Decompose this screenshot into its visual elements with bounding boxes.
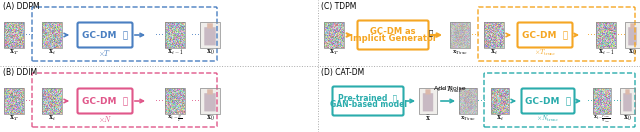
Text: ···: ··· xyxy=(477,96,486,106)
Text: (C) TDPM: (C) TDPM xyxy=(321,2,356,11)
Bar xyxy=(625,22,639,48)
Text: $\bar{\mathbf{x}}$: $\bar{\mathbf{x}}$ xyxy=(425,114,431,123)
Text: $\mathbf{x}_{t-\frac{N}{T}}$: $\mathbf{x}_{t-\frac{N}{T}}$ xyxy=(167,114,183,125)
Text: ···: ··· xyxy=(191,30,200,40)
Bar xyxy=(593,88,611,114)
Text: $\mathbf{x}_0$: $\mathbf{x}_0$ xyxy=(205,48,214,57)
Text: $\mathbf{x}_t$: $\mathbf{x}_t$ xyxy=(48,48,56,57)
Text: $\mathbf{x}_{T_\mathrm{trunc}}$: $\mathbf{x}_{T_\mathrm{trunc}}$ xyxy=(460,114,476,123)
Bar xyxy=(4,22,24,48)
Bar xyxy=(459,88,477,114)
Text: $\mathbf{x}_T$: $\mathbf{x}_T$ xyxy=(9,48,19,57)
Text: $\times N_\mathrm{trunc}$: $\times N_\mathrm{trunc}$ xyxy=(536,114,559,124)
Bar xyxy=(491,88,509,114)
Text: Pre-trained  🔒: Pre-trained 🔒 xyxy=(339,93,397,102)
Text: $\mathbf{x}_{t-\frac{T_\mathrm{trunc}}{N_\mathrm{trunc}}}$: $\mathbf{x}_{t-\frac{T_\mathrm{trunc}}{N… xyxy=(593,114,611,125)
Text: $\mathbf{x}_{t-1}$: $\mathbf{x}_{t-1}$ xyxy=(166,48,183,57)
Text: Add Noise: Add Noise xyxy=(434,86,466,91)
Text: (D) CAT-DM: (D) CAT-DM xyxy=(321,68,364,77)
FancyBboxPatch shape xyxy=(333,86,403,116)
FancyBboxPatch shape xyxy=(358,20,429,50)
Text: $\mathbf{x}_T$: $\mathbf{x}_T$ xyxy=(329,48,339,57)
Text: $\mathbf{x}_0$: $\mathbf{x}_0$ xyxy=(623,114,632,123)
Bar xyxy=(165,22,185,48)
Text: $\mathbf{x}_{t-1}$: $\mathbf{x}_{t-1}$ xyxy=(598,48,614,57)
Bar xyxy=(620,88,634,114)
Text: $\times T_\mathrm{trunc}$: $\times T_\mathrm{trunc}$ xyxy=(534,48,556,58)
Bar xyxy=(4,88,24,114)
Text: ···: ··· xyxy=(588,96,596,106)
FancyBboxPatch shape xyxy=(518,22,573,48)
Text: (B) DDIM: (B) DDIM xyxy=(3,68,37,77)
Bar xyxy=(42,22,62,48)
Text: GAN-based model: GAN-based model xyxy=(330,100,406,109)
Text: ···: ··· xyxy=(612,96,621,106)
Text: GC-DM  🔒: GC-DM 🔒 xyxy=(522,30,568,39)
Bar xyxy=(450,22,470,48)
Text: GC-DM as: GC-DM as xyxy=(371,27,416,36)
FancyBboxPatch shape xyxy=(77,88,132,114)
Text: $\times T$: $\times T$ xyxy=(99,48,111,58)
Text: ···: ··· xyxy=(26,30,35,40)
Text: $\mathbf{x}_T$: $\mathbf{x}_T$ xyxy=(9,114,19,123)
Text: $\mathbf{x}_0$: $\mathbf{x}_0$ xyxy=(205,114,214,123)
FancyBboxPatch shape xyxy=(77,22,132,48)
Text: $\mathbf{x}_t$: $\mathbf{x}_t$ xyxy=(48,114,56,123)
Text: ···: ··· xyxy=(26,96,35,106)
Text: Implicit Generator: Implicit Generator xyxy=(349,34,436,43)
Bar xyxy=(165,88,185,114)
Bar xyxy=(200,88,220,114)
Text: ···: ··· xyxy=(618,30,627,40)
Text: ···: ··· xyxy=(472,30,481,40)
FancyBboxPatch shape xyxy=(522,88,575,114)
Text: ···: ··· xyxy=(156,96,164,106)
Text: GC-DM  🔒: GC-DM 🔒 xyxy=(82,30,128,39)
Text: (A) DDPM: (A) DDPM xyxy=(3,2,40,11)
Bar xyxy=(324,22,344,48)
Text: $t=T_\mathrm{trunc}$: $t=T_\mathrm{trunc}$ xyxy=(438,85,463,95)
Text: GC-DM  🔒: GC-DM 🔒 xyxy=(525,96,571,105)
Text: $\mathbf{x}_{T_\mathrm{trunc}}$: $\mathbf{x}_{T_\mathrm{trunc}}$ xyxy=(452,48,468,57)
Bar xyxy=(42,88,62,114)
Text: ···: ··· xyxy=(156,30,164,40)
Bar xyxy=(419,88,437,114)
Bar xyxy=(484,22,504,48)
Text: ···: ··· xyxy=(191,96,200,106)
Text: $\mathbf{x}_t$: $\mathbf{x}_t$ xyxy=(496,114,504,123)
Text: ···: ··· xyxy=(588,30,596,40)
Text: $\mathbf{x}_t$: $\mathbf{x}_t$ xyxy=(490,48,498,57)
Text: 🔒: 🔒 xyxy=(429,30,433,36)
Text: $\mathbf{x}_0$: $\mathbf{x}_0$ xyxy=(628,48,636,57)
Text: $\times N$: $\times N$ xyxy=(98,114,113,124)
Text: GC-DM  🔒: GC-DM 🔒 xyxy=(82,96,128,105)
Bar xyxy=(596,22,616,48)
Bar xyxy=(200,22,220,48)
